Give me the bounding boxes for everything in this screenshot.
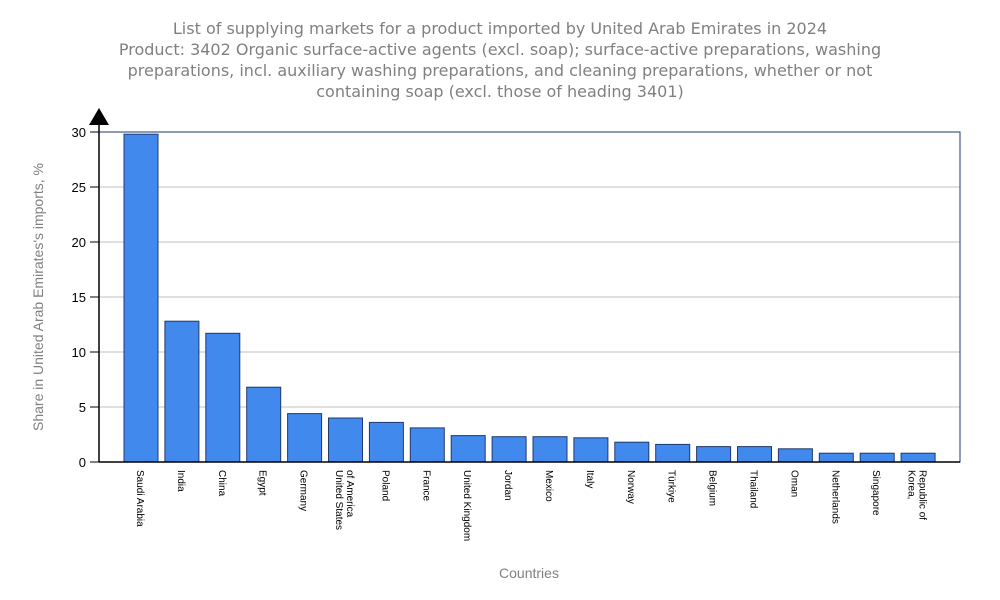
x-tick-label-line: Germany [298, 470, 309, 511]
x-tick-label: Netherlands [829, 470, 840, 524]
x-tick-label: Poland [379, 470, 390, 501]
x-tick-label-line: France [420, 470, 431, 502]
y-axis-arrow-icon [89, 108, 109, 125]
title-line: preparations, incl. auxiliary washing pr… [128, 61, 873, 80]
x-tick-label-line: Mexico [543, 470, 554, 502]
title-line: containing soap (excl. those of heading … [316, 82, 684, 101]
x-tick-label-line: Italy [584, 470, 595, 488]
x-tick-label: United States of America [333, 470, 355, 530]
x-tick-label: China [216, 470, 227, 497]
bar[interactable] [491, 436, 527, 463]
title-line: List of supplying markets for a product … [173, 19, 827, 38]
x-tick-label-line: China [216, 470, 227, 497]
x-tick-label-line: United Kingdom [461, 470, 472, 541]
x-tick-label-line: Thailand [748, 470, 759, 508]
x-tick-label-line: Korea, [906, 470, 917, 499]
x-tick-label: Korea, Republic of [906, 470, 928, 520]
x-tick-label: Belgium [707, 470, 718, 506]
y-tick-label: 10 [72, 345, 86, 360]
x-tick-label-line: Saudi Arabia [134, 470, 145, 527]
x-tick-label-line: Netherlands [829, 470, 840, 524]
bar[interactable] [123, 133, 159, 463]
bar[interactable] [900, 452, 936, 463]
x-tick-label: France [420, 470, 431, 502]
bar[interactable] [655, 443, 691, 463]
bar[interactable] [328, 417, 363, 463]
gridlines [99, 186, 960, 408]
x-tick-label: Italy [584, 470, 595, 488]
bar[interactable] [450, 435, 486, 463]
y-tick-label: 20 [72, 235, 86, 250]
chart-title: List of supplying markets for a product … [119, 19, 881, 101]
bar[interactable] [859, 452, 895, 463]
x-tick-label: Thailand [748, 470, 759, 508]
x-tick-label-line: Norway [625, 470, 636, 504]
bar[interactable] [818, 452, 854, 463]
x-tick-label-line: of America [344, 470, 355, 518]
bar[interactable] [532, 436, 568, 463]
x-tick-label: Germany [298, 470, 309, 511]
y-tick-label: 30 [72, 125, 86, 140]
y-tick-label: 0 [79, 455, 86, 470]
x-tick-label: United Kingdom [461, 470, 472, 541]
x-tick-label-line: Jordan [502, 470, 513, 501]
bar[interactable] [368, 421, 404, 463]
x-tick-label: Jordan [502, 470, 513, 501]
x-tick-label-line: Singapore [870, 470, 881, 516]
x-tick-label-line: Oman [788, 470, 799, 497]
bar[interactable] [246, 386, 282, 463]
bar[interactable] [164, 320, 200, 463]
x-axis-labels: Saudi Arabia India China Egypt Germany United… [134, 470, 928, 541]
x-tick-label: Mexico [543, 470, 554, 502]
x-tick-label: Singapore [870, 470, 881, 516]
x-tick-label-line: Belgium [707, 470, 718, 506]
y-axis-ticks: 0 5 10 15 20 25 30 [72, 125, 99, 470]
bar[interactable] [777, 448, 813, 463]
bar[interactable] [737, 446, 772, 463]
title-line: Product: 3402 Organic surface-active age… [119, 40, 881, 59]
bar[interactable] [287, 413, 323, 463]
bar[interactable] [205, 332, 241, 463]
bar[interactable] [696, 446, 732, 463]
x-tick-label-line: Republic of [917, 470, 928, 520]
bar[interactable] [573, 437, 609, 463]
y-tick-label: 15 [72, 290, 86, 305]
x-tick-label-line: India [175, 470, 186, 492]
y-tick-label: 5 [79, 400, 86, 415]
x-axis-title: Countries [499, 565, 559, 581]
x-tick-label-line: Poland [379, 470, 390, 501]
x-tick-label-line: Egypt [257, 470, 268, 496]
x-tick-label: Egypt [257, 470, 268, 496]
bar[interactable] [614, 441, 650, 463]
bars [123, 133, 936, 463]
y-axis-title: Share in United Arab Emirates's imports,… [30, 163, 46, 431]
x-tick-label-line: Türkiye [666, 470, 677, 503]
x-tick-label: India [175, 470, 186, 492]
x-tick-label: Oman [788, 470, 799, 497]
y-tick-label: 25 [72, 180, 86, 195]
x-tick-label: Norway [625, 470, 636, 504]
x-tick-label: Türkiye [666, 470, 677, 503]
x-tick-label: Saudi Arabia [134, 470, 145, 527]
x-tick-label-line: United States [333, 470, 344, 530]
bar[interactable] [409, 427, 445, 463]
